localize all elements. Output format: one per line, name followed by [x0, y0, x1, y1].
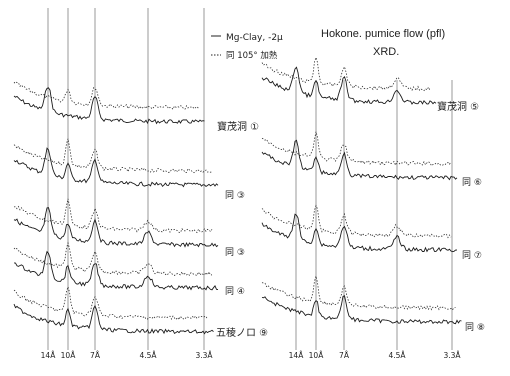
left-trace-label-3: 同 ③	[225, 247, 245, 258]
legend: Mg-Clay, -2μ 同 105° 加熱	[211, 33, 283, 61]
left-tick-7A: 7Å	[90, 351, 101, 360]
trace-right-3-solid	[261, 213, 458, 253]
right-trace-label-2: 同 ⑥	[462, 177, 482, 188]
trace-left-5-dotted	[13, 285, 208, 321]
legend-solid-label: Mg-Clay, -2μ	[226, 33, 283, 43]
right-x-ticks: 14Å 10Å 7Å 4.5Å 3.3Å	[289, 351, 462, 360]
trace-left-5-solid	[13, 303, 214, 335]
trace-right-4-dotted	[261, 274, 456, 311]
right-trace-label-3: 同 ⑦	[462, 250, 482, 261]
legend-dotted-label: 同 105° 加熱	[226, 50, 278, 61]
right-tick-33A: 3.3Å	[443, 351, 461, 360]
trace-left-2-solid	[13, 147, 219, 188]
left-trace-label-4: 同 ④	[225, 286, 245, 297]
chart-title: Hokone. pumice flow (pfl)	[321, 28, 445, 40]
chart-subtitle: XRD.	[373, 46, 399, 58]
trace-left-3-dotted	[13, 198, 213, 234]
trace-left-3-solid	[13, 207, 219, 248]
right-tick-14A: 14Å	[289, 351, 305, 360]
right-tick-10A: 10Å	[309, 351, 325, 360]
left-tick-10A: 10Å	[61, 351, 77, 360]
trace-left-4-dotted	[13, 241, 213, 277]
right-trace-label-4: 同 ⑧	[465, 322, 485, 333]
traces	[13, 56, 462, 335]
trace-left-1-dotted	[13, 81, 199, 110]
left-trace-label-5: 五稜ノロ ⑨	[216, 327, 268, 339]
right-trace-label-1: 寶茂洞 ⑤	[437, 100, 479, 113]
trace-left-2-dotted	[13, 138, 213, 174]
right-tick-45A: 4.5Å	[388, 351, 406, 360]
trace-right-1-dotted	[261, 56, 431, 92]
left-trace-label-1: 寶茂洞 ①	[217, 120, 259, 133]
left-tick-33A: 3.3Å	[195, 351, 213, 360]
left-trace-label-2: 同 ③	[225, 190, 245, 201]
trace-right-2-solid	[261, 139, 458, 181]
left-tick-14A: 14Å	[41, 351, 57, 360]
trace-right-1-solid	[261, 66, 437, 105]
right-trace-labels: 寶茂洞 ⑤ 同 ⑥ 同 ⑦ 同 ⑧	[437, 100, 485, 333]
trace-right-2-dotted	[261, 131, 452, 167]
right-tick-7A: 7Å	[339, 351, 350, 360]
left-trace-labels: 寶茂洞 ① 同 ③ 同 ③ 同 ④ 五稜ノロ ⑨	[216, 120, 268, 339]
trace-left-1-solid	[13, 87, 205, 125]
trace-left-4-solid	[13, 250, 219, 291]
left-tick-45A: 4.5Å	[139, 351, 157, 360]
trace-right-4-solid	[261, 295, 462, 325]
left-x-ticks: 14Å 10Å 7Å 4.5Å 3.3Å	[41, 351, 214, 360]
